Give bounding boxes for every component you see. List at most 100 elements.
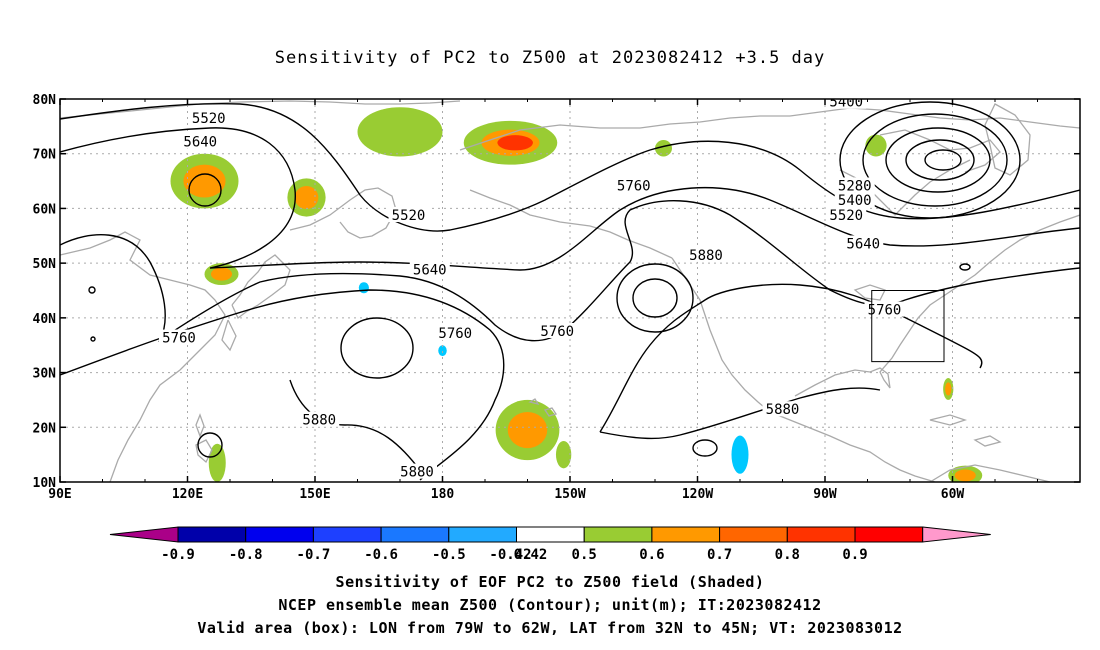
colorbar-label: 0.5 [572, 547, 597, 563]
sensitivity-shading [170, 107, 983, 482]
contour-label: 5880 [302, 413, 336, 429]
contour-label-bg [435, 325, 476, 341]
lat-tick-label: 60N [33, 202, 57, 217]
lon-tick-label: 90E [48, 487, 71, 502]
contour-label: 5640 [846, 236, 880, 252]
colorbar-segment [651, 526, 721, 543]
contour-label: 5760 [868, 303, 902, 319]
contour-label: 5760 [617, 178, 651, 194]
sensitivity-patch [655, 140, 672, 157]
lon-tick-label: 120E [172, 487, 203, 502]
contour-label: 5880 [400, 465, 434, 481]
contour-label: 5400 [838, 193, 872, 209]
caption-contour: NCEP ensemble mean Z500 (Contour); unit(… [278, 596, 822, 614]
colorbar-segment [177, 526, 247, 543]
contour-label-bg [834, 192, 875, 208]
colorbar-min-arrow [109, 526, 179, 543]
sensitivity-patch-core [210, 267, 233, 281]
colorbar-segment [245, 526, 314, 543]
lon-tick-label: 120W [682, 487, 713, 502]
low-center-gulf-alaska [616, 263, 694, 333]
colorbar-label: 0.6 [639, 547, 664, 563]
contour-label-bg [613, 177, 654, 193]
colorbar-label: 0.8 [775, 547, 800, 563]
contour-label-bg [397, 463, 437, 479]
map-title: Sensitivity of PC2 to Z500 at 2023082412… [274, 48, 826, 68]
colorbar-label: -0.6 [364, 547, 398, 563]
colorbar-label: -0.7 [297, 547, 331, 563]
caption-shading: Sensitivity of EOF PC2 to Z500 field (Sh… [335, 573, 765, 591]
contour-label-bg [686, 246, 726, 262]
sensitivity-patch-core [294, 185, 319, 209]
graticule [60, 99, 1080, 482]
lon-tick-label: 150E [299, 487, 330, 502]
lat-tick-label: 40N [33, 312, 57, 327]
sensitivity-patch-core [945, 382, 952, 396]
colorbar-segment [448, 526, 517, 543]
colorbar-segment [719, 526, 788, 543]
contour-label-bg [180, 133, 221, 149]
sensitivity-patch-core [507, 411, 548, 449]
colorbar-label: 0.9 [842, 547, 867, 563]
contour-label: 5760 [162, 331, 196, 347]
lon-tick-label: 150W [554, 487, 585, 502]
map-figure: 5520564054005280540055205640576055205640… [33, 93, 1081, 563]
sensitivity-patch [865, 134, 887, 157]
contour-label-bg [388, 206, 429, 222]
contour-label-bg [826, 206, 867, 222]
sensitivity-patch [357, 107, 443, 157]
colorbar-segment [380, 526, 450, 543]
colorbar-label: -0.5 [432, 547, 466, 563]
contour-label-bg [834, 177, 875, 193]
lat-tick-label: 20N [33, 421, 57, 436]
caption-valid-area: Valid area (box): LON from 79W to 62W, L… [197, 619, 903, 637]
contour-label: 5760 [438, 326, 472, 342]
colorbar-segment [854, 526, 924, 543]
sensitivity-patch-negative [358, 282, 369, 294]
lon-tick-label: 90W [813, 487, 837, 502]
sensitivity-patch [555, 440, 572, 469]
colorbar-segment [583, 526, 653, 543]
contour-label: 5400 [829, 95, 863, 111]
colorbar-segment [786, 526, 856, 543]
contour-labels: 5520564054005280540055205640576055205640… [159, 95, 905, 481]
contour-label-bg [188, 110, 229, 126]
colorbar-segment [312, 526, 382, 543]
lat-tick-label: 30N [33, 367, 57, 382]
sensitivity-patch-core [954, 469, 976, 482]
contour-label: 5640 [183, 135, 217, 151]
sensitivity-patch-negative [438, 345, 447, 357]
coastlines [60, 100, 1080, 482]
lat-tick-label: 70N [33, 148, 57, 163]
contour-label-bg [159, 329, 199, 345]
contour-label-bg [537, 322, 578, 338]
sensitivity-patch-negative [731, 435, 749, 474]
lat-tick-label: 10N [33, 476, 57, 491]
colorbar-label: 0.42 [514, 547, 548, 563]
contour-label: 5520 [829, 208, 863, 224]
colorbar-label: -0.42 [489, 547, 531, 563]
contour-label-bg [762, 401, 803, 417]
valid-area-box [871, 290, 945, 363]
colorbar-segment [516, 526, 585, 543]
colorbar-label: 0.7 [707, 547, 732, 563]
contour-label-bg [299, 411, 340, 427]
contour-label: 5280 [838, 178, 872, 194]
contour-label: 5520 [192, 111, 226, 127]
low-center-hudson [839, 101, 1021, 219]
contour-label: 5880 [689, 248, 723, 264]
lon-tick-label: 60W [941, 487, 965, 502]
colorbar-max-arrow [922, 526, 991, 543]
contour-label: 5640 [413, 263, 447, 279]
sensitivity-patch-core [183, 164, 226, 198]
colorbar-label: -0.9 [161, 547, 195, 563]
contour-label: 5880 [766, 402, 800, 418]
contour-label-bg [843, 235, 884, 251]
sensitivity-patch [208, 443, 226, 482]
map-axes: 90E 120E 150E 180 150W 120W 90W 60W 80N 70N 60N 50N… [33, 93, 1080, 502]
contour-label: 5520 [392, 208, 426, 224]
lat-tick-label: 80N [33, 93, 57, 108]
sensitivity-patch-peak [497, 135, 533, 151]
contour-label-bg [826, 99, 867, 109]
contour-label-bg [864, 301, 905, 317]
